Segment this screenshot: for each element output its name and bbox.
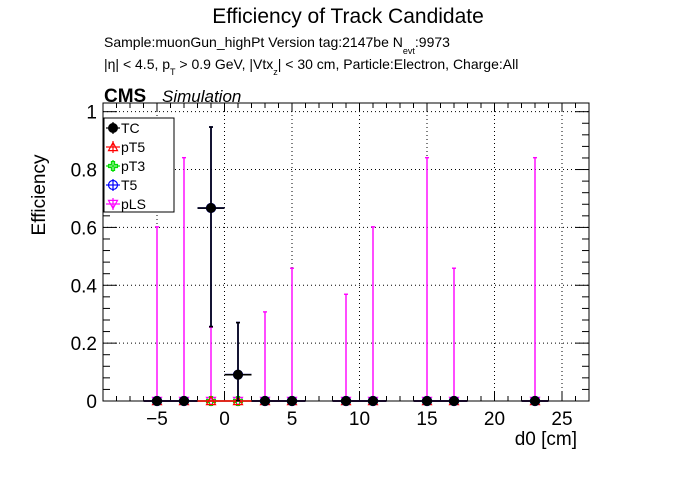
legend-box [103,117,175,213]
x-axis-label: d0 [cm] [515,429,577,450]
legend-entry-pls: pLS [106,196,146,212]
x-tick-label: 10 [349,409,370,430]
data-point [205,395,217,406]
y-tick-label: 1 [86,103,97,124]
legend-marker [108,123,118,133]
x-tick-label: 5 [287,409,298,430]
legend-marker [107,199,119,210]
data-point [449,396,459,406]
x-tick-label: 25 [551,409,572,430]
data-point [152,396,162,406]
cuts-part-2: > 0.9 GeV, |Vtx [176,56,274,72]
data-point [368,396,378,406]
legend-entry-pt5: pT5 [106,139,145,155]
legend-entry-t5: T5 [106,177,138,193]
legend-marker [107,179,119,191]
y-axis-label: Efficiency [29,154,50,235]
cuts-sub-2: z [273,67,278,77]
y-tick-labels: 0 0.2 0.4 0.6 0.8 1 [71,103,98,413]
data-point [422,396,432,406]
legend-label: T5 [121,177,138,193]
sample-info: Sample:muonGun_highPt Version tag:2147be… [104,34,450,56]
cuts-part-1: |η| < 4.5, p [104,56,170,72]
legend-items: TC pT5 pT3 T5 pLS [106,120,146,212]
data-point [179,396,189,406]
sample-info-main: Sample:muonGun_highPt Version tag:2147be… [104,34,403,50]
data-point [341,396,351,406]
x-tick-label: 15 [416,409,437,430]
y-tick-label: 0.8 [71,161,97,182]
y-tick-label: 0.4 [71,276,98,297]
cuts-sub-1: T [170,67,176,77]
x-tick-label: 0 [219,409,230,430]
data-point [206,203,216,214]
data-point [260,396,270,406]
legend-entry-tc: TC [106,120,140,136]
data-point [287,396,297,406]
selection-cuts: |η| < 4.5, pT > 0.9 GeV, |Vtxz| < 30 cm,… [104,56,518,77]
data-point [232,395,244,406]
x-tick-label: 20 [484,409,505,430]
legend-label: pT5 [121,139,145,155]
data-point [233,369,243,380]
legend-marker [107,141,119,152]
series-marks [143,126,549,407]
cms-label: CMS [104,86,146,107]
y-tick-label: 0.6 [71,218,97,239]
sample-info-tail: :9973 [415,34,450,50]
legend: TC pT5 pT3 T5 pLS [103,117,175,213]
legend-marker [107,160,119,172]
chart-title: Efficiency of Track Candidate [212,5,484,28]
y-tick-label: 0.2 [71,334,97,355]
legend-label: pT3 [121,158,145,174]
simulation-label: Simulation [162,87,241,106]
data-point [530,396,540,406]
y-tick-label: 0 [86,392,97,413]
legend-label: TC [121,120,140,136]
x-tick-labels: −5 0 5 10 15 20 25 [146,409,572,430]
series-tc [143,126,549,406]
cuts-part-3: | < 30 cm, Particle:Electron, Charge:All [278,56,519,72]
legend-label: pLS [121,196,146,212]
sample-info-sub: evt [403,46,416,56]
x-tick-label: −5 [146,409,168,430]
legend-entry-pt3: pT3 [106,158,145,174]
